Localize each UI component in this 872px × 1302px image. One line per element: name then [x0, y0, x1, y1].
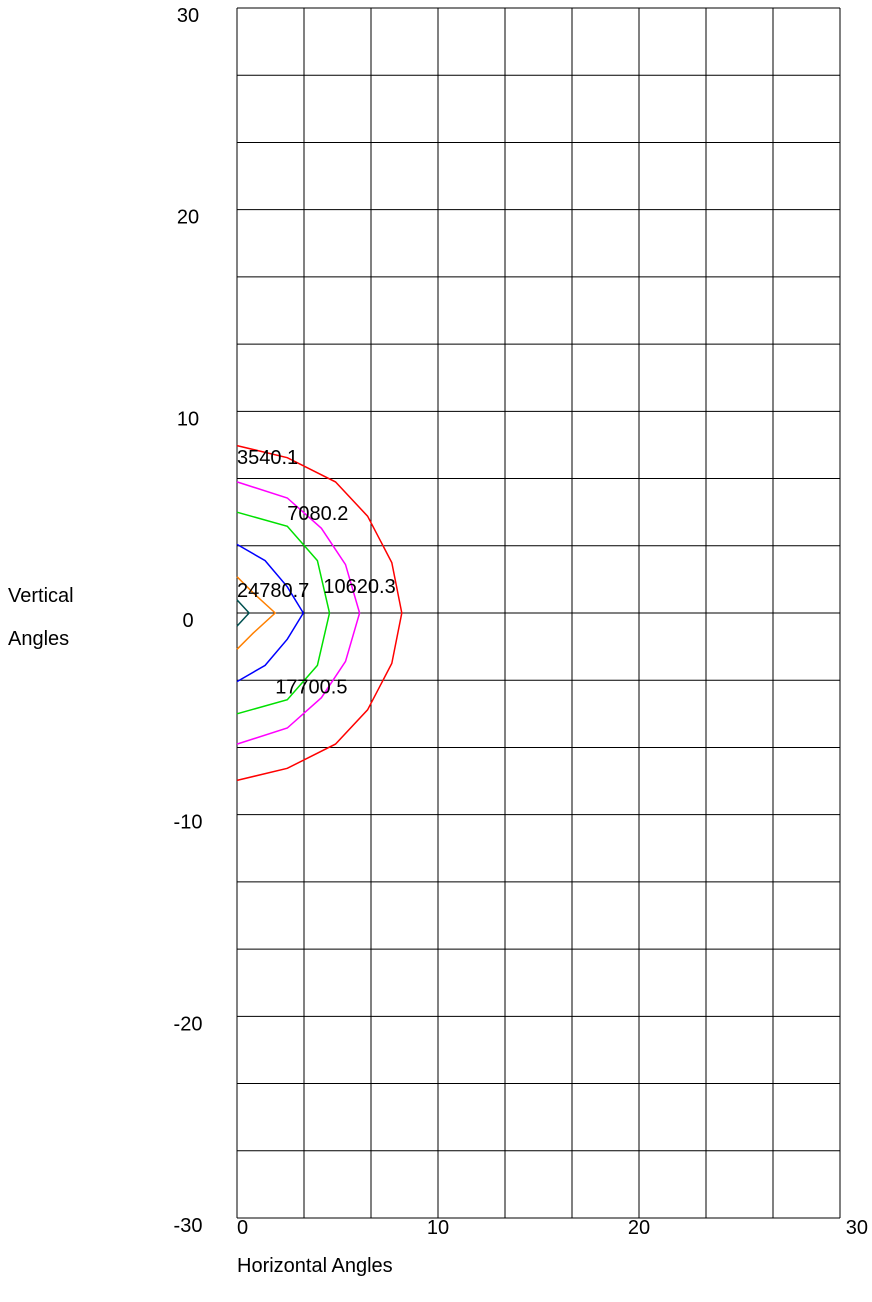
contour-value-label: 3540.1: [237, 447, 298, 469]
contour-value-label: 24780.7: [237, 580, 309, 602]
y-tick-label: 10: [177, 408, 199, 430]
y-tick-label: -20: [174, 1013, 203, 1035]
x-tick-label: 0: [237, 1217, 248, 1239]
x-axis-label: Horizontal Angles: [237, 1255, 393, 1277]
contour-value-label: 17700.5: [275, 677, 347, 699]
contour-value-label: 10620.3: [323, 576, 395, 598]
plot-grid: [236, 7, 841, 1219]
contour-line: [236, 599, 251, 627]
contour-lines: [236, 444, 403, 782]
y-tick-label: 20: [177, 207, 199, 229]
y-tick-label: 0: [182, 610, 193, 632]
contour-line: [236, 543, 305, 683]
x-tick-label: 30: [846, 1217, 868, 1239]
contour-labels: 3540.1 7080.2 24780.7 10620.3 17700.5: [237, 447, 396, 699]
x-tick-label: 20: [628, 1217, 650, 1239]
contour-line: [236, 481, 361, 745]
y-tick-label: -10: [174, 812, 203, 834]
y-tick-label: 30: [177, 5, 199, 27]
contour-line: [236, 444, 403, 782]
x-tick-label: 10: [427, 1217, 449, 1239]
contour-value-label: 7080.2: [287, 503, 348, 525]
contour-line: [236, 576, 277, 650]
y-axis-label-line-1: Vertical: [8, 585, 74, 607]
axis-tick-labels: 30 20 10 0 -10 -20 -30 0 10 20 30: [174, 5, 868, 1239]
y-axis-label-line-2: Angles: [8, 628, 69, 650]
y-tick-label: -30: [174, 1215, 203, 1237]
contour-line: [236, 511, 331, 715]
